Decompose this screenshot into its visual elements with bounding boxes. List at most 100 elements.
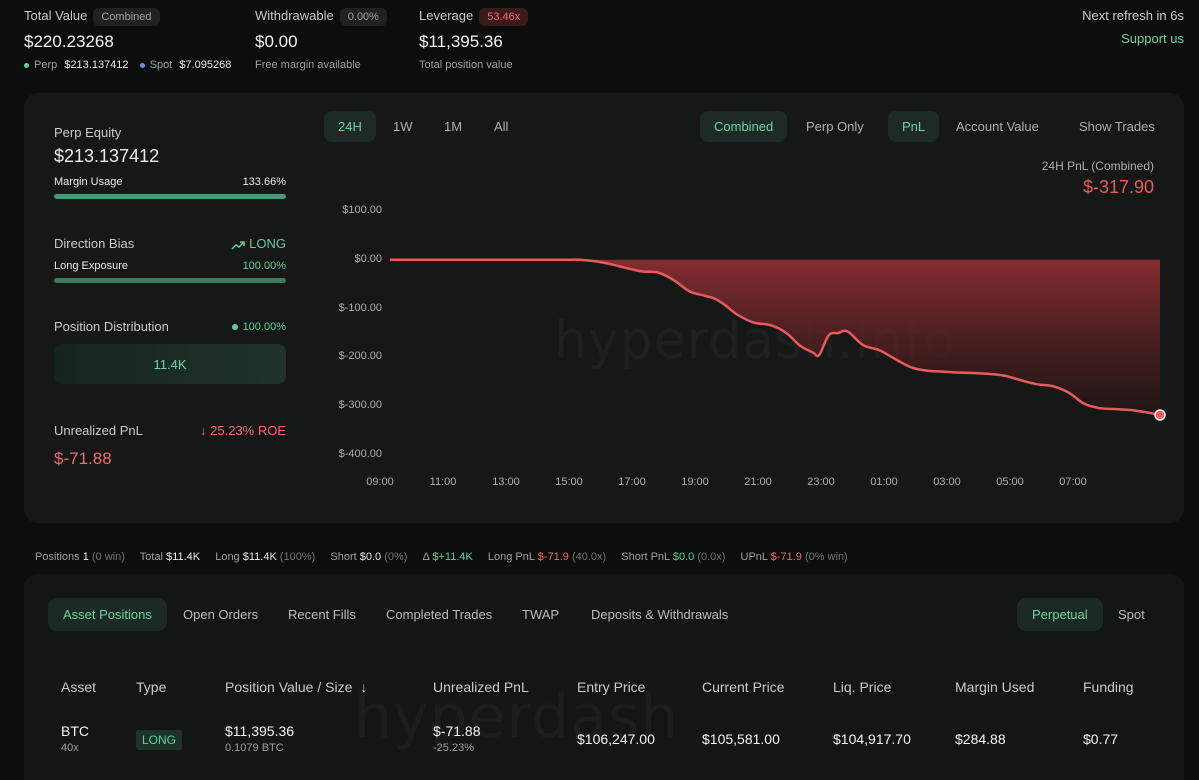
x-tick-label: 01:00 [870,476,898,488]
summary-short-pnl-x: (0.0x) [697,551,726,563]
x-tick-label: 21:00 [744,476,772,488]
row-type-badge: LONG [136,730,183,750]
summary-long-pnl-label: Long PnL [487,551,535,563]
summary-long-label: Long [215,551,240,563]
range-1m-button[interactable]: 1M [444,119,463,134]
perp-label: Perp [34,59,58,71]
pnl-line [389,258,1161,417]
tab-perpetual[interactable]: Perpetual [1017,598,1103,631]
row-upnl: $-71.88 [433,723,481,739]
withdrawable-badge: 0.00% [339,8,387,26]
row-current-price: $105,581.00 [702,731,780,747]
tab-spot[interactable]: Spot [1118,607,1145,622]
mode-perp-only-button[interactable]: Perp Only [806,119,864,134]
tab-deposits-withdrawals[interactable]: Deposits & Withdrawals [591,607,729,622]
y-tick-label: $-100.00 [338,301,382,314]
row-size: 0.1079 BTC [225,742,284,754]
arrow-down-icon: ↓ [200,423,211,438]
long-exposure-bar [54,278,286,283]
distribution-bar-label: 11.4K [153,356,187,372]
margin-usage-label: Margin Usage [54,176,123,188]
unrealized-roe: 25.23% ROE [210,423,286,438]
tab-recent-fills[interactable]: Recent Fills [288,607,356,622]
chart-subtitle: 24H PnL (Combined) [1041,159,1154,173]
y-tick-label: $-200.00 [338,350,382,363]
col-asset[interactable]: Asset [61,679,97,695]
col-position-value[interactable]: Position Value / Size ↓ [225,679,367,695]
trending-up-icon [231,240,245,250]
leverage-amount: $11,395.36 [419,32,503,51]
col-funding[interactable]: Funding [1083,679,1134,695]
summary-short-pct: (0%) [384,551,408,563]
unrealized-pnl-label: Unrealized PnL [54,423,143,438]
position-distribution-label: Position Distribution [54,319,169,334]
x-tick-label: 13:00 [492,476,520,488]
withdrawable-sub: Free margin available [255,59,361,71]
col-type[interactable]: Type [136,679,167,695]
col-entry-price[interactable]: Entry Price [577,679,646,695]
spot-label: Spot [149,59,173,71]
row-position-value: $11,395.36 [225,723,295,739]
metric-pnl-button[interactable]: PnL [888,111,940,142]
pnl-area [390,259,1160,415]
range-all-button[interactable]: All [494,119,509,134]
tab-completed-trades[interactable]: Completed Trades [386,607,493,622]
pnl-chart[interactable] [24,93,1184,523]
withdrawable-stat: Withdrawable 0.00% $0.00 Free margin avai… [255,8,387,71]
sort-desc-icon: ↓ [360,679,368,695]
y-tick-label: $0.00 [354,252,382,265]
unrealized-pnl-value: $-71.88 [54,449,112,468]
summary-delta-label: Δ [422,551,430,563]
withdrawable-amount: $0.00 [255,32,298,51]
y-tick-label: $100.00 [342,204,382,216]
summary-short-label: Short [330,551,357,563]
summary-upnl-value: $-71.9 [770,551,802,563]
tab-open-orders[interactable]: Open Orders [183,607,259,622]
refresh-timer: Next refresh in 6s [1082,8,1184,23]
range-24h-button[interactable]: 24H [324,111,376,142]
leverage-label: Leverage [419,8,474,23]
x-tick-label: 19:00 [681,476,709,488]
summary-upnl-label: UPnL [740,551,768,563]
metric-account-value-button[interactable]: Account Value [956,119,1039,134]
summary-total-value: $11.4K [166,551,201,563]
positions-card: Asset Positions Open Orders Recent Fills… [24,574,1184,780]
long-exposure-label: Long Exposure [54,260,128,272]
col-position-value-label: Position Value / Size [225,679,353,695]
summary-long-pct: (100%) [279,551,316,563]
row-funding: $0.77 [1083,731,1119,747]
x-tick-label: 05:00 [996,476,1024,488]
row-upnl-pct: -25.23% [433,742,474,754]
positions-summary: Positions 1 (0 win) Total $11.4K Long $1… [35,551,860,563]
support-link[interactable]: Support us [1121,31,1184,46]
col-margin-used[interactable]: Margin Used [955,679,1035,695]
position-distribution-value: 100.00% [242,320,286,333]
margin-usage-bar [54,194,286,199]
tab-asset-positions[interactable]: Asset Positions [48,598,167,631]
summary-positions-label: Positions [35,551,80,563]
tab-twap[interactable]: TWAP [522,607,560,622]
y-tick-label: $-400.00 [338,448,382,460]
col-current-price[interactable]: Current Price [702,679,785,695]
col-unrealized-pnl[interactable]: Unrealized PnL [433,679,529,695]
show-trades-button[interactable]: Show Trades [1079,119,1155,134]
distribution-dot-icon [231,323,238,330]
direction-bias-label: Direction Bias [54,236,135,251]
perp-dot-icon [24,62,29,68]
mode-combined-button[interactable]: Combined [700,111,788,142]
row-asset: BTC [61,723,89,739]
spot-value: $7.095268 [179,59,232,71]
range-1w-button[interactable]: 1W [393,119,413,134]
row-entry-price: $106,247.00 [577,731,655,747]
leverage-badge: 53.46x [479,8,529,26]
x-tick-label: 11:00 [429,476,457,488]
summary-positions-win: (0 win) [91,551,125,563]
col-liq-price[interactable]: Liq. Price [833,679,892,695]
summary-delta-value: $+11.4K [432,551,473,563]
account-summary-panel: Perp Equity $213.137412 Margin Usage 133… [54,93,286,469]
distribution-bar[interactable]: 11.4K [54,344,286,384]
summary-long-pnl-x: (40.0x) [571,551,607,563]
chart-pnl-value: $-317.90 [1082,177,1154,197]
x-tick-label: 15:00 [555,476,583,488]
summary-short-pnl-label: Short PnL [621,551,670,563]
